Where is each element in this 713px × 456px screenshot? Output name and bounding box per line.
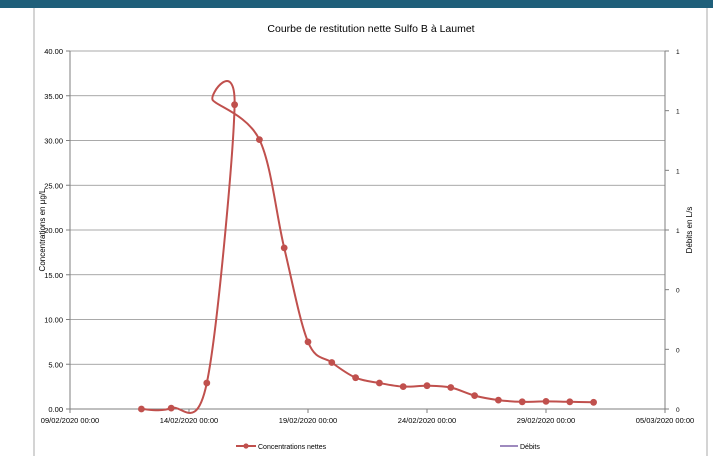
series-layer [138,80,597,414]
legend-marker-concentrations [243,443,249,449]
y-tick-labels: 0.00 5.00 10.00 15.00 20.00 25.00 30.00 35.00 40… [44,47,63,414]
data-point-concentrations [542,398,550,405]
legend-label-debits: Débits [520,444,540,451]
y-tick-label: 40.00 [44,47,63,56]
y-tick-label: 10.00 [44,316,63,325]
y2-tick-label: 0 [676,407,680,414]
data-point-concentrations [471,392,478,399]
y-tick-label: 35.00 [44,92,63,101]
grid-lines [70,50,665,365]
y-tick-label: 5.00 [48,360,63,369]
data-point-concentrations [590,398,597,406]
legend: Concentrations nettes Débits [236,443,540,451]
x-tick-label: 29/02/2020 00:00 [517,416,575,425]
x-tick-label: 19/02/2020 00:00 [279,416,337,425]
x-tick-label: 14/02/2020 00:00 [160,416,218,425]
y-tick-label: 20.00 [44,226,63,235]
series-line-concentrations [141,80,594,414]
axes [66,50,669,413]
data-point-concentrations [566,398,574,406]
x-tick-label: 05/03/2020 00:00 [636,416,694,425]
chart-title: Courbe de restitution nette Sulfo B à La… [267,23,474,35]
data-point-concentrations [203,379,211,387]
data-point-concentrations [256,136,263,144]
x-tick-label: 09/02/2020 00:00 [41,416,99,425]
data-point-concentrations [304,338,312,346]
x-tick-labels: 09/02/2020 00:00 14/02/2020 00:00 19/02/20… [41,416,694,425]
legend-label-concentrations: Concentrations nettes [258,444,327,451]
data-point-concentrations [518,398,526,406]
y2-tick-label: 0 [676,347,680,354]
data-point-concentrations [399,383,407,390]
y2-tick-label: 1 [676,49,680,56]
data-point-concentrations [376,379,383,387]
data-point-concentrations [231,101,239,109]
x-tick-label: 24/02/2020 00:00 [398,416,456,425]
y2-tick-label: 1 [676,109,680,116]
y2-tick-label: 1 [676,168,680,175]
data-point-concentrations [423,382,431,390]
data-point-concentrations [280,244,288,252]
data-point-concentrations [328,359,336,366]
y-tick-label: 15.00 [44,271,63,280]
window-top-bar [0,0,713,8]
y-tick-label: 0.00 [48,405,63,414]
data-point-concentrations [167,404,175,412]
data-point-concentrations [447,384,455,391]
y2-tick-label: 1 [676,228,680,235]
y2-axis-label: Débits en L/s [685,207,694,254]
y2-tick-label: 0 [676,288,680,295]
y-tick-label: 25.00 [44,181,63,190]
y2-tick-labels: 0 0 0 1 1 1 1 [676,49,680,414]
y-axis-label: Concentrations en µg/L [38,188,47,271]
y-tick-label: 30.00 [44,137,63,146]
frame-right-border [706,8,708,456]
data-point-concentrations [138,405,145,413]
frame-left-border [33,8,35,456]
data-point-concentrations [495,396,502,404]
data-point-concentrations [352,374,359,382]
